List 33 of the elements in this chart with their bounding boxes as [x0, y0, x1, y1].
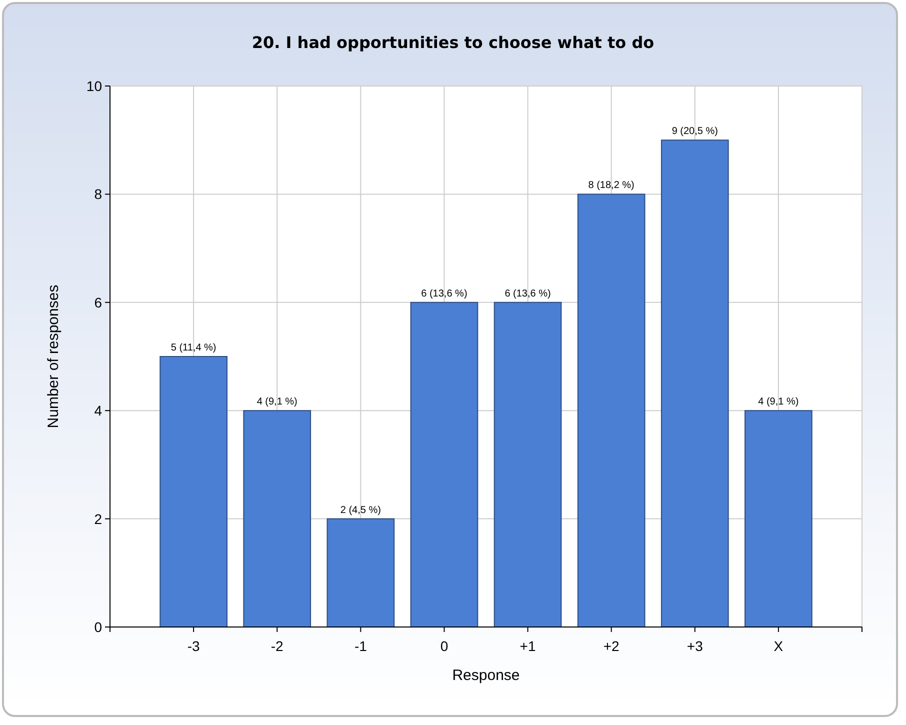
x-tick-label: +3	[686, 638, 704, 654]
bar	[160, 356, 228, 628]
x-tick-label: 0	[440, 638, 448, 654]
y-tick-label: 10	[86, 78, 102, 94]
data-label: 9 (20,5 %)	[672, 126, 718, 138]
y-tick-label: 4	[94, 402, 102, 419]
bar	[326, 518, 395, 628]
bar	[660, 140, 729, 628]
x-tick-label: -3	[187, 638, 200, 654]
data-label: 8 (18,2 %)	[588, 180, 634, 192]
bar	[243, 410, 312, 628]
bar	[577, 194, 646, 628]
data-label: 6 (13,6 %)	[504, 288, 551, 300]
data-label: 5 (11,4 %)	[170, 342, 216, 354]
x-axis-title: Response	[452, 667, 520, 684]
x-tick-label: +2	[603, 638, 620, 654]
chart-title: 20. I had opportunities to choose what to do	[252, 33, 654, 52]
x-tick-label: +1	[520, 638, 536, 654]
y-tick-label: 2	[94, 510, 102, 527]
bar	[744, 410, 812, 628]
bar	[410, 302, 478, 628]
data-label: 4 (9,1 %)	[758, 396, 799, 408]
y-tick-label: 8	[94, 186, 102, 202]
data-label: 4 (9,1 %)	[256, 396, 298, 408]
y-tick-label: 6	[94, 294, 102, 310]
data-label: 6 (13,6 %)	[421, 288, 468, 300]
data-label: 2 (4,5 %)	[340, 504, 381, 516]
bar	[494, 302, 562, 628]
x-tick-label: -2	[270, 638, 284, 654]
y-axis-title: Number of responses	[45, 284, 62, 428]
y-tick-label: 0	[94, 619, 102, 635]
x-tick-label: X	[774, 638, 784, 654]
x-tick-label: -1	[354, 638, 368, 654]
